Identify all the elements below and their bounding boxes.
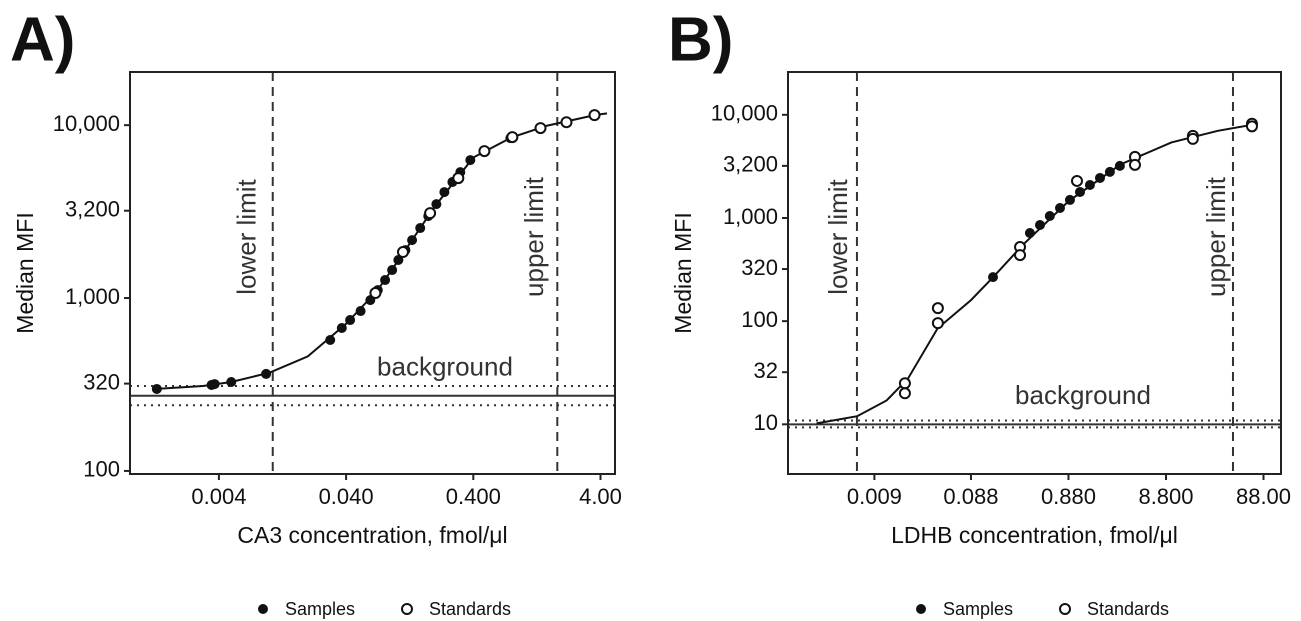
sample-point	[226, 376, 237, 387]
x-tick-label: 0.009	[847, 484, 902, 509]
sample-point	[1064, 194, 1075, 205]
legend-marker	[1059, 603, 1071, 615]
sample-point	[1074, 186, 1085, 197]
y-tick-label: 320	[83, 369, 120, 394]
plot-frame	[787, 71, 1282, 475]
standard-point	[1245, 120, 1258, 133]
y-tick-label: 10	[754, 410, 778, 435]
panel-label: B)	[668, 5, 733, 74]
standard-point	[424, 207, 437, 220]
sample-point	[1084, 179, 1095, 190]
sample-point	[407, 235, 418, 246]
sample-point	[1104, 166, 1115, 177]
standard-point	[560, 116, 573, 129]
fit-curve	[816, 123, 1253, 425]
standard-point	[452, 172, 465, 185]
limit-label: upper limit	[519, 176, 549, 297]
sample-point	[387, 265, 398, 276]
sample-point	[1024, 228, 1035, 239]
standard-point	[478, 145, 491, 158]
standard-point	[931, 317, 944, 330]
legend-marker	[916, 604, 926, 614]
limit-label: upper limit	[1201, 176, 1231, 297]
sample-point	[151, 383, 162, 394]
sample-point	[1094, 172, 1105, 183]
standard-point	[369, 287, 382, 300]
sample-point	[988, 272, 999, 283]
standard-point	[506, 131, 519, 144]
x-axis-title: LDHB concentration, fmol/μl	[891, 522, 1178, 548]
standard-point	[1128, 158, 1141, 171]
sample-point	[261, 368, 272, 379]
x-tick-label: 0.004	[191, 484, 246, 509]
y-tick-label: 320	[741, 255, 778, 280]
sample-point	[345, 315, 356, 326]
sample-point	[431, 199, 442, 210]
standard-point	[931, 302, 944, 315]
sample-point	[465, 155, 476, 166]
limit-label: lower limit	[232, 178, 262, 294]
background-label: background	[377, 352, 513, 382]
y-tick-label: 100	[741, 307, 778, 332]
x-tick-label: 0.880	[1041, 484, 1096, 509]
standard-point	[588, 109, 601, 122]
legend-label: Standards	[429, 599, 511, 619]
legend-marker	[258, 604, 268, 614]
standard-point	[1014, 249, 1027, 262]
y-tick-label: 3,200	[65, 197, 120, 222]
sample-point	[439, 187, 450, 198]
x-tick-label: 8.800	[1138, 484, 1193, 509]
y-tick-label: 100	[83, 457, 120, 482]
sample-point	[1034, 220, 1045, 231]
y-tick-label: 3,200	[723, 152, 778, 177]
y-tick-label: 32	[754, 358, 778, 383]
sample-point	[1044, 211, 1055, 222]
y-tick-label: 10,000	[711, 101, 778, 126]
sample-point	[1054, 202, 1065, 213]
standard-point	[898, 377, 911, 390]
limit-label: lower limit	[823, 178, 853, 294]
sample-point	[336, 323, 347, 334]
panel-label: A)	[10, 5, 75, 74]
standard-point	[898, 387, 911, 400]
y-tick-label: 1,000	[723, 204, 778, 229]
y-tick-label: 1,000	[65, 284, 120, 309]
legend-marker	[401, 603, 413, 615]
standard-point	[1070, 174, 1083, 187]
y-axis-title: Median MFI	[12, 212, 38, 333]
x-tick-label: 88.00	[1236, 484, 1291, 509]
legend-label: Standards	[1087, 599, 1169, 619]
sample-point	[1114, 160, 1125, 171]
plot-frame	[129, 71, 616, 475]
sample-point	[415, 223, 426, 234]
sample-point	[325, 334, 336, 345]
sample-point	[209, 379, 220, 390]
standard-point	[1186, 132, 1199, 145]
x-tick-label: 0.040	[319, 484, 374, 509]
standard-point	[396, 246, 409, 259]
x-tick-label: 0.088	[943, 484, 998, 509]
legend-label: Samples	[943, 599, 1013, 619]
sample-point	[380, 275, 391, 286]
x-tick-label: 4.00	[579, 484, 622, 509]
x-tick-label: 0.400	[446, 484, 501, 509]
y-axis-title: Median MFI	[670, 212, 696, 333]
x-axis-title: CA3 concentration, fmol/μl	[237, 522, 507, 548]
y-tick-label: 10,000	[53, 111, 120, 136]
standard-point	[534, 122, 547, 135]
legend-label: Samples	[285, 599, 355, 619]
background-label: background	[1015, 380, 1151, 410]
sample-point	[355, 306, 366, 317]
